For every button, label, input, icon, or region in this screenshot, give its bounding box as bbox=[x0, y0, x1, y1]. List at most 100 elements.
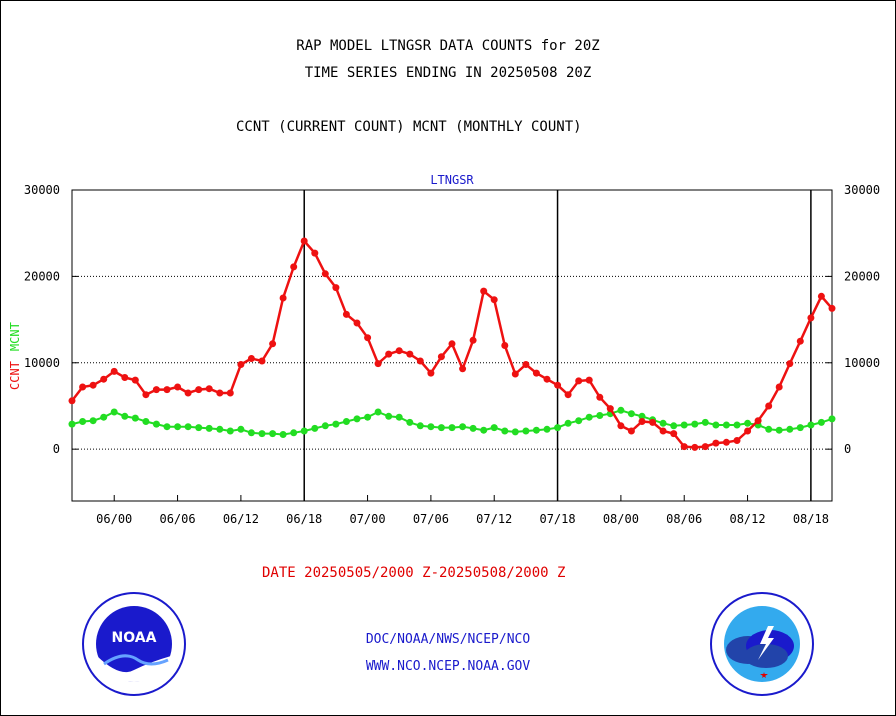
data-point-ccnt bbox=[532, 369, 540, 377]
data-point-ccnt bbox=[385, 350, 393, 358]
data-point-ccnt bbox=[670, 430, 678, 438]
data-point-ccnt bbox=[701, 443, 709, 451]
data-point-mcnt bbox=[68, 420, 76, 428]
data-point-ccnt bbox=[564, 391, 572, 399]
data-point-mcnt bbox=[311, 424, 319, 432]
data-point-mcnt bbox=[554, 424, 562, 432]
data-point-mcnt bbox=[532, 426, 540, 434]
data-point-ccnt bbox=[659, 427, 667, 435]
data-point-ccnt bbox=[332, 284, 340, 292]
data-point-mcnt bbox=[342, 418, 350, 425]
data-point-mcnt bbox=[733, 421, 741, 429]
y-tick-label-right: 10000 bbox=[844, 356, 880, 370]
y-axis-label-mcnt: MCNT bbox=[8, 322, 22, 351]
data-point-mcnt bbox=[216, 425, 224, 433]
data-point-ccnt bbox=[480, 287, 488, 295]
data-point-ccnt bbox=[511, 370, 519, 378]
data-point-ccnt bbox=[807, 314, 815, 322]
org-path-text: DOC/NOAA/NWS/NCEP/NCO bbox=[365, 632, 531, 647]
data-point-mcnt bbox=[480, 426, 488, 434]
data-point-ccnt bbox=[448, 340, 456, 348]
x-tick-label: 08/18 bbox=[793, 512, 829, 526]
data-point-ccnt bbox=[459, 365, 467, 373]
y-tick-label-left: 30000 bbox=[24, 183, 60, 197]
data-point-ccnt bbox=[406, 350, 414, 358]
data-point-ccnt bbox=[501, 342, 509, 349]
data-point-mcnt bbox=[501, 427, 509, 435]
data-point-ccnt bbox=[258, 357, 266, 365]
data-point-ccnt bbox=[722, 438, 730, 446]
data-point-ccnt bbox=[311, 249, 319, 257]
x-tick-label: 08/12 bbox=[729, 512, 765, 526]
data-point-mcnt bbox=[511, 428, 519, 436]
data-point-mcnt bbox=[765, 425, 773, 433]
data-point-ccnt bbox=[627, 427, 635, 435]
data-point-ccnt bbox=[279, 294, 287, 302]
data-point-mcnt bbox=[828, 415, 836, 423]
data-point-ccnt bbox=[575, 377, 583, 385]
chart-title-line2: TIME SERIES ENDING IN 20250508 20Z bbox=[304, 65, 592, 81]
data-point-mcnt bbox=[290, 429, 298, 437]
data-point-ccnt bbox=[585, 376, 593, 384]
data-point-mcnt bbox=[300, 427, 308, 435]
data-point-mcnt bbox=[269, 430, 277, 438]
data-point-ccnt bbox=[142, 391, 150, 399]
chart-title-line1: RAP MODEL LTNGSR DATA COUNTS for 20Z bbox=[296, 38, 600, 54]
data-point-ccnt bbox=[680, 443, 688, 451]
data-point-ccnt bbox=[247, 355, 255, 362]
data-point-mcnt bbox=[385, 412, 393, 420]
data-point-ccnt bbox=[89, 381, 97, 389]
data-point-ccnt bbox=[744, 427, 752, 435]
x-tick-label: 07/06 bbox=[413, 512, 449, 526]
data-point-ccnt bbox=[796, 337, 804, 345]
y-tick-label-left: 0 bbox=[53, 442, 60, 456]
data-point-mcnt bbox=[205, 424, 213, 432]
data-point-mcnt bbox=[184, 423, 192, 431]
data-point-ccnt bbox=[163, 386, 171, 394]
data-point-mcnt bbox=[416, 422, 424, 430]
data-point-mcnt bbox=[617, 406, 625, 414]
y-axis-label: CCNT MCNT bbox=[8, 322, 22, 390]
data-point-mcnt bbox=[174, 423, 182, 431]
data-point-ccnt bbox=[490, 296, 498, 304]
website-link[interactable]: WWW.NCO.NCEP.NOAA.GOV bbox=[365, 659, 531, 674]
data-point-mcnt bbox=[247, 429, 255, 437]
data-point-mcnt bbox=[121, 412, 129, 420]
data-point-mcnt bbox=[374, 408, 382, 416]
x-tick-label: 07/00 bbox=[349, 512, 385, 526]
data-point-mcnt bbox=[459, 423, 467, 431]
data-point-ccnt bbox=[110, 367, 118, 375]
data-point-ccnt bbox=[416, 357, 424, 365]
data-point-mcnt bbox=[691, 420, 699, 428]
data-point-mcnt bbox=[353, 415, 361, 423]
data-point-ccnt bbox=[554, 381, 562, 389]
y-tick-label-right: 20000 bbox=[844, 269, 880, 283]
data-point-ccnt bbox=[216, 389, 224, 397]
noaa-logo-icon: NOAA bbox=[82, 592, 186, 696]
data-point-mcnt bbox=[448, 424, 456, 432]
data-point-mcnt bbox=[237, 425, 245, 433]
data-point-mcnt bbox=[680, 421, 688, 429]
data-point-ccnt bbox=[321, 270, 329, 278]
data-point-mcnt bbox=[744, 419, 752, 427]
data-point-ccnt bbox=[300, 237, 308, 245]
data-point-mcnt bbox=[627, 410, 635, 418]
x-tick-label: 08/06 bbox=[666, 512, 702, 526]
data-point-ccnt bbox=[427, 369, 435, 377]
x-tick-label: 07/18 bbox=[539, 512, 575, 526]
data-point-mcnt bbox=[775, 426, 783, 434]
data-point-mcnt bbox=[226, 427, 234, 435]
data-point-ccnt bbox=[596, 393, 604, 401]
data-point-mcnt bbox=[786, 425, 794, 433]
data-point-mcnt bbox=[321, 422, 329, 430]
data-point-ccnt bbox=[522, 361, 530, 368]
data-point-mcnt bbox=[195, 424, 203, 432]
data-point-ccnt bbox=[437, 353, 445, 361]
data-point-mcnt bbox=[152, 420, 160, 428]
data-point-mcnt bbox=[427, 423, 435, 431]
data-point-ccnt bbox=[68, 397, 76, 405]
data-point-mcnt bbox=[110, 408, 118, 416]
data-point-mcnt bbox=[100, 413, 108, 421]
data-point-mcnt bbox=[638, 412, 646, 420]
